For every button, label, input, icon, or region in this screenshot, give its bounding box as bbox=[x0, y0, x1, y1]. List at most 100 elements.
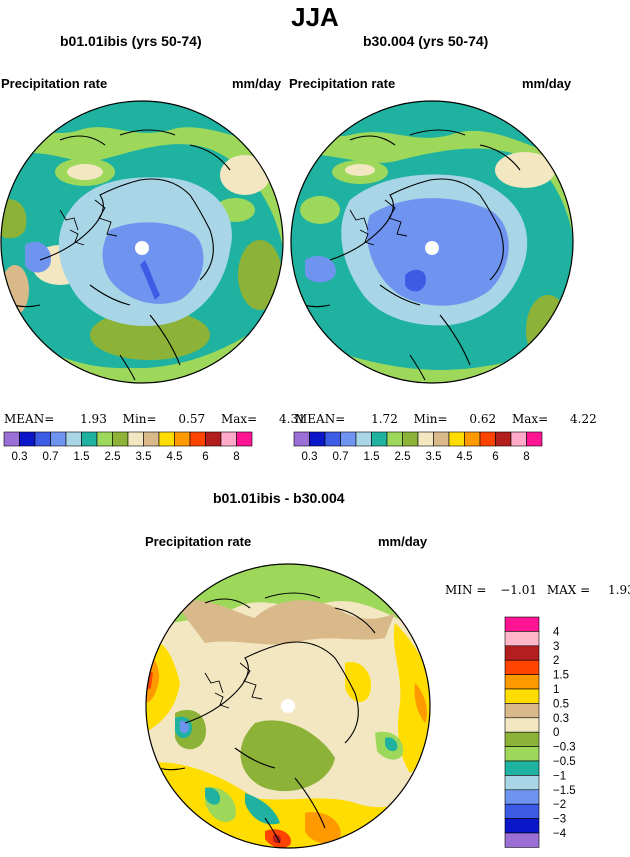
diff-polar-map bbox=[145, 563, 431, 849]
diff-colorbar-swatch bbox=[504, 818, 540, 834]
right-colorbar-swatch bbox=[495, 431, 512, 447]
right-mean-label: MEAN= bbox=[295, 412, 346, 426]
diff-stats: MIN = −1.01 MAX = 1.93 bbox=[445, 583, 630, 597]
diff-colorbar-tick-label: −3 bbox=[553, 814, 566, 826]
diff-colorbar: 4 3 2 1.5 1 0.5 0.3 0 −0.3 −0.5 −1 −1.5 −2 −3 −4 bbox=[504, 616, 576, 848]
left-colorbar-tick-label: 3.5 bbox=[136, 451, 152, 463]
diff-colorbar-swatch bbox=[504, 731, 540, 747]
right-stats: MEAN= 1.72 Min= 0.62 Max= 4.22 bbox=[295, 412, 597, 426]
diff-colorbar-swatch bbox=[504, 832, 540, 848]
right-colorbar-swatch bbox=[402, 431, 419, 447]
left-colorbar-tick-label: 0.7 bbox=[43, 451, 59, 463]
left-colorbar-tick-label: 8 bbox=[233, 451, 239, 463]
right-colorbar-tick-label: 6 bbox=[492, 451, 498, 463]
left-max-value: 4.31 bbox=[279, 412, 306, 426]
left-colorbar-swatch bbox=[19, 431, 36, 447]
right-colorbar-swatch bbox=[417, 431, 434, 447]
right-colorbar: 0.3 0.7 1.5 2.5 3.5 4.5 6 8 bbox=[293, 431, 543, 463]
left-variable-label: Precipitation rate bbox=[1, 76, 108, 91]
diff-colorbar-tick-label: 2 bbox=[553, 655, 559, 667]
diff-colorbar-swatch bbox=[504, 803, 540, 819]
right-colorbar-tick-label: 3.5 bbox=[426, 451, 442, 463]
right-min-value: 0.62 bbox=[469, 412, 497, 426]
left-colorbar-swatch bbox=[143, 431, 160, 447]
left-min-label: Min= bbox=[122, 412, 157, 426]
right-max-value: 4.22 bbox=[570, 412, 597, 426]
right-variable-label: Precipitation rate bbox=[289, 76, 396, 91]
diff-colorbar-tick-label: 0 bbox=[553, 727, 559, 739]
diff-colorbar-tick-label: −4 bbox=[553, 828, 567, 840]
left-units-label: mm/day bbox=[232, 76, 282, 91]
left-colorbar-swatch bbox=[236, 431, 253, 447]
diff-max-label: MAX = bbox=[546, 583, 591, 597]
right-polar-map bbox=[290, 100, 574, 384]
left-colorbar-tick-label: 1.5 bbox=[74, 451, 90, 463]
left-colorbar-swatch bbox=[112, 431, 129, 447]
left-colorbar-swatch bbox=[3, 431, 20, 447]
diff-colorbar-swatch bbox=[504, 659, 540, 675]
right-colorbar-swatch bbox=[293, 431, 310, 447]
diff-colorbar-tick-label: −0.5 bbox=[553, 756, 576, 768]
diff-min-value: −1.01 bbox=[500, 583, 538, 597]
right-colorbar-swatch bbox=[386, 431, 403, 447]
right-colorbar-swatch bbox=[355, 431, 372, 447]
left-mean-value: 1.93 bbox=[80, 412, 107, 426]
diff-colorbar-swatch bbox=[504, 746, 540, 762]
left-colorbar-tick-label: 6 bbox=[202, 451, 208, 463]
right-colorbar-tick-label: 0.7 bbox=[333, 451, 349, 463]
diff-max-value: 1.93 bbox=[608, 583, 630, 597]
diff-colorbar-swatch bbox=[504, 703, 540, 719]
diff-colorbar-swatch bbox=[504, 775, 540, 791]
diff-colorbar-tick-label: 0.5 bbox=[553, 698, 569, 710]
left-colorbar-swatch bbox=[220, 431, 237, 447]
left-colorbar-swatch bbox=[65, 431, 82, 447]
right-min-label: Min= bbox=[413, 412, 448, 426]
diff-min-label: MIN = bbox=[445, 583, 487, 597]
left-colorbar-tick-label: 4.5 bbox=[167, 451, 183, 463]
right-colorbar-tick-label: 8 bbox=[523, 451, 529, 463]
left-colorbar-swatch bbox=[127, 431, 144, 447]
left-colorbar-tick-label: 2.5 bbox=[105, 451, 121, 463]
diff-colorbar-tick-label: 3 bbox=[553, 641, 559, 653]
diff-colorbar-swatch bbox=[504, 789, 540, 805]
left-colorbar-swatch bbox=[189, 431, 206, 447]
diff-colorbar-tick-label: −1.5 bbox=[553, 785, 576, 797]
left-stats: MEAN= 1.93 Min= 0.57 Max= 4.31 bbox=[4, 412, 306, 426]
left-subtitle: b01.01ibis (yrs 50-74) bbox=[60, 33, 202, 49]
diff-units-label: mm/day bbox=[378, 534, 428, 549]
right-colorbar-tick-label: 0.3 bbox=[302, 451, 318, 463]
right-colorbar-swatch bbox=[464, 431, 481, 447]
right-colorbar-tick-label: 2.5 bbox=[395, 451, 411, 463]
left-colorbar-swatch bbox=[205, 431, 222, 447]
diff-colorbar-tick-label: −2 bbox=[553, 799, 566, 811]
right-units-label: mm/day bbox=[522, 76, 572, 91]
left-colorbar-swatch bbox=[174, 431, 191, 447]
right-colorbar-tick-label: 1.5 bbox=[364, 451, 380, 463]
right-colorbar-swatch bbox=[371, 431, 388, 447]
left-colorbar-tick-label: 0.3 bbox=[12, 451, 28, 463]
diff-colorbar-tick-label: 4 bbox=[553, 626, 560, 638]
diff-colorbar-swatch bbox=[504, 674, 540, 690]
left-colorbar-swatch bbox=[34, 431, 51, 447]
right-max-label: Max= bbox=[511, 412, 549, 426]
left-colorbar: 0.3 0.7 1.5 2.5 3.5 4.5 6 8 bbox=[3, 431, 253, 463]
left-colorbar-swatch bbox=[50, 431, 67, 447]
diff-colorbar-swatch bbox=[504, 760, 540, 776]
diff-subtitle: b01.01ibis - b30.004 bbox=[213, 490, 345, 506]
diff-colorbar-swatch bbox=[504, 688, 540, 704]
diff-colorbar-swatch bbox=[504, 717, 540, 733]
left-colorbar-swatch bbox=[81, 431, 98, 447]
diff-variable-label: Precipitation rate bbox=[145, 534, 252, 549]
diff-colorbar-swatch bbox=[504, 631, 540, 647]
right-colorbar-swatch bbox=[526, 431, 543, 447]
left-polar-map bbox=[0, 100, 284, 384]
right-colorbar-tick-label: 4.5 bbox=[457, 451, 473, 463]
right-colorbar-swatch bbox=[309, 431, 326, 447]
right-colorbar-swatch bbox=[510, 431, 527, 447]
right-colorbar-swatch bbox=[433, 431, 450, 447]
right-colorbar-swatch bbox=[448, 431, 465, 447]
left-colorbar-swatch bbox=[96, 431, 113, 447]
figure-title: JJA bbox=[291, 2, 339, 32]
left-colorbar-swatch bbox=[158, 431, 175, 447]
left-mean-label: MEAN= bbox=[4, 412, 55, 426]
